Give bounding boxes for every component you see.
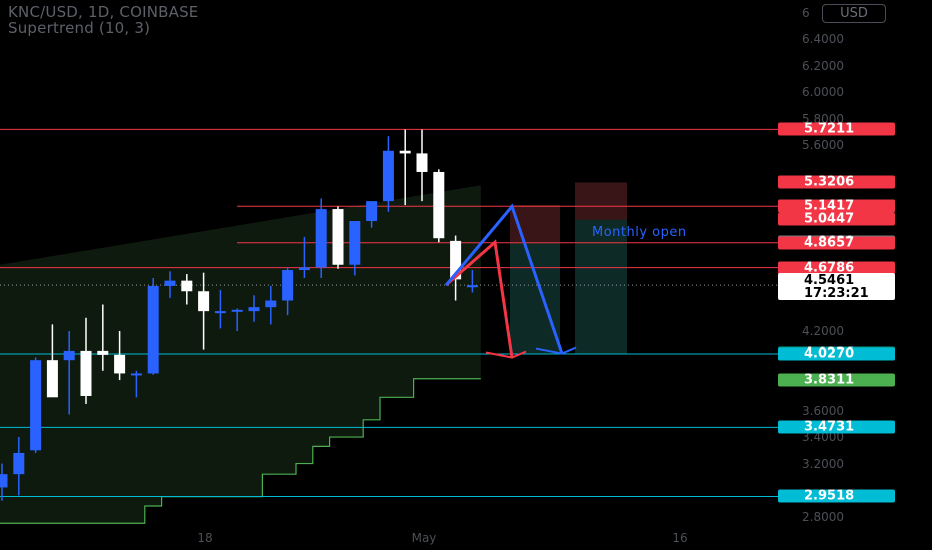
price-badge: 5.0447 (778, 212, 895, 226)
candle-body (198, 291, 210, 312)
current-price: 4.5461 (804, 273, 855, 288)
candle-body (46, 360, 58, 398)
y-tick: 6.2000 (802, 58, 844, 73)
supertrend-line (0, 378, 481, 524)
bar-countdown: 17:23:21 (804, 286, 869, 301)
price-badge: 4.8657 (778, 236, 895, 250)
x-tick: 18 (197, 531, 213, 545)
candle-body (282, 270, 294, 301)
price-badge: 3.8311 (778, 373, 895, 387)
candle-body (265, 300, 277, 308)
candle-body (248, 307, 260, 312)
candle-body (181, 280, 193, 292)
y-tick: 4.2000 (802, 324, 844, 339)
candle-body (114, 354, 126, 374)
position-box-2-stop (575, 182, 627, 220)
currency-button[interactable]: USD (822, 4, 886, 23)
candle-body (450, 240, 462, 280)
candle-body (13, 452, 25, 475)
candle-body (416, 153, 428, 172)
projection-red-head (485, 350, 527, 359)
candle-body (147, 285, 159, 374)
y-tick: 6.0000 (802, 85, 844, 100)
candle-body (30, 360, 42, 451)
price-badge: 3.4731 (778, 420, 895, 434)
y-tick: 3.6000 (802, 403, 844, 418)
x-tick: May (411, 531, 437, 545)
y-tick: 5.6000 (802, 138, 844, 153)
y-tick: 6 (802, 5, 810, 20)
indicator-title: Supertrend (10, 3) (8, 19, 151, 37)
x-tick: 16 (672, 531, 688, 545)
candle-body (0, 474, 8, 488)
candle-body (349, 221, 361, 265)
candle-body (97, 350, 109, 355)
candle-body (382, 150, 394, 202)
y-tick: 6.4000 (802, 32, 844, 47)
projection-red (445, 239, 514, 358)
candle-body (366, 201, 378, 222)
symbol-title: KNC/USD, 1D, COINBASE (8, 3, 199, 21)
price-badge: 2.9518 (778, 489, 895, 503)
candle-body (332, 209, 344, 265)
candle-body (231, 309, 243, 312)
candle-body (315, 209, 327, 268)
monthly-open-label: Monthly open (592, 225, 687, 240)
candle-body (399, 150, 411, 154)
projection-blue (444, 203, 564, 355)
candle-body (466, 285, 478, 288)
price-badge: 4.6786 (778, 261, 895, 275)
candle-body (130, 373, 142, 376)
candle-body (433, 171, 445, 239)
candle-body (63, 350, 75, 361)
candle-body (214, 311, 226, 314)
y-tick: 5.8000 (802, 111, 844, 126)
price-badge: 5.3206 (778, 175, 895, 189)
price-badge: 4.0270 (778, 347, 895, 361)
price-badge: 5.7211 (778, 122, 895, 136)
candle-body (164, 280, 176, 286)
projection-blue-head (535, 346, 577, 355)
y-tick: 3.2000 (802, 456, 844, 471)
candle-body (80, 350, 92, 396)
current-price-badge: 4.5461 17:23:21 (778, 273, 895, 300)
price-badge: 5.1417 (778, 199, 895, 213)
y-tick: 2.8000 (802, 509, 844, 524)
candle-body (298, 267, 310, 271)
